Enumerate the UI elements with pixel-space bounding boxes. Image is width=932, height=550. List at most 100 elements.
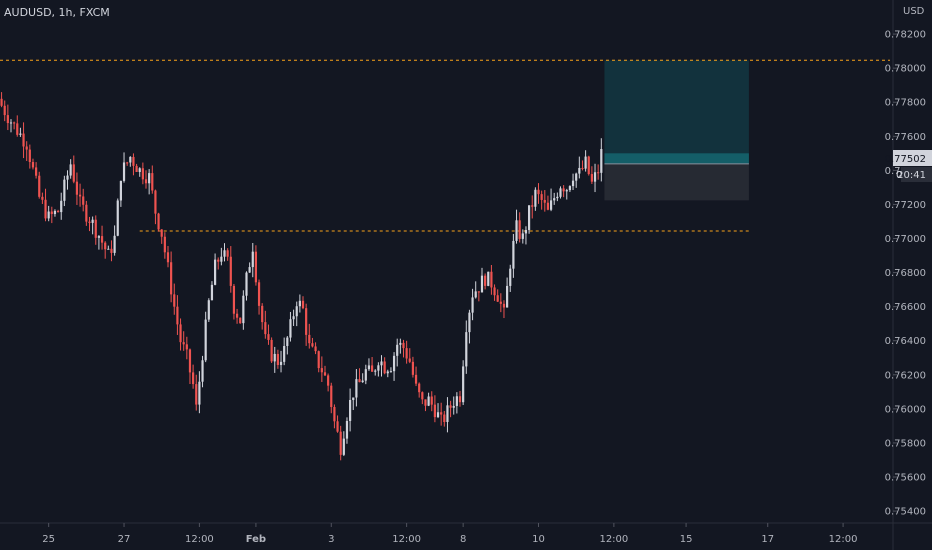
candle — [534, 187, 537, 211]
candle — [430, 391, 433, 412]
candle — [509, 264, 512, 292]
time-tick-label: 27 — [118, 534, 131, 545]
candle — [484, 273, 487, 290]
candle-body — [553, 198, 556, 201]
candle — [173, 283, 176, 315]
candle — [317, 350, 320, 373]
candle-body — [289, 319, 292, 338]
candle — [587, 155, 590, 176]
candle-body — [480, 275, 484, 293]
price-tick-label: 0.76600 — [885, 302, 926, 313]
candle — [104, 241, 107, 259]
candle-body — [66, 175, 69, 180]
candle — [298, 294, 301, 313]
horizontal-levels[interactable] — [0, 59, 890, 232]
candle-body — [452, 405, 455, 408]
candle — [242, 290, 245, 330]
candle-body — [28, 149, 31, 163]
candle-body — [69, 164, 72, 176]
candle-body — [565, 190, 568, 192]
candle-body — [339, 431, 342, 455]
candle — [546, 195, 550, 211]
candle — [421, 391, 424, 405]
candle-body — [562, 188, 565, 192]
price-tick-label: 0.76200 — [885, 370, 926, 381]
currency-label: USD — [903, 6, 925, 17]
candle-body — [342, 438, 345, 455]
candle — [480, 267, 484, 293]
candle-body — [364, 369, 367, 381]
candle — [257, 279, 261, 315]
price-tick-label: 0.75800 — [885, 438, 926, 449]
candle-body — [499, 301, 502, 304]
candle — [584, 150, 587, 172]
candle-body — [440, 412, 443, 415]
candle-body — [220, 256, 223, 262]
candle — [204, 311, 207, 363]
candle — [217, 257, 220, 270]
candle-body — [82, 196, 85, 205]
candle — [56, 209, 60, 213]
candle — [85, 200, 88, 226]
candle — [361, 373, 364, 383]
candle — [578, 156, 581, 179]
candle — [333, 404, 336, 429]
candle-body — [370, 365, 374, 372]
candle — [226, 248, 229, 261]
candle-body — [245, 272, 248, 296]
candle-body — [97, 236, 101, 238]
candle-body — [314, 346, 317, 352]
candle-body — [367, 365, 371, 370]
candle — [571, 173, 575, 190]
candle — [355, 369, 358, 407]
candle — [493, 284, 496, 301]
candle-body — [176, 306, 179, 325]
candle — [3, 100, 6, 122]
candle-body — [91, 219, 94, 223]
candle-body — [179, 324, 182, 343]
candle — [487, 271, 490, 287]
candle-body — [543, 199, 546, 203]
candle-body — [430, 396, 433, 405]
time-tick-label: 15 — [680, 534, 693, 545]
candle — [367, 358, 371, 371]
candle-body — [279, 361, 283, 365]
candle — [44, 188, 47, 222]
candle — [575, 172, 578, 188]
candle-body — [126, 162, 129, 164]
candle — [289, 311, 292, 342]
candle-body — [556, 196, 559, 199]
candle — [411, 356, 415, 378]
candle-body — [587, 156, 590, 175]
candle-body — [60, 200, 63, 213]
candle-body — [405, 348, 408, 359]
candle-body — [490, 271, 493, 288]
candle-body — [100, 236, 104, 243]
candle — [144, 170, 148, 189]
profit-zone[interactable] — [604, 60, 749, 164]
candle-body — [113, 235, 116, 253]
candle-body — [455, 396, 458, 406]
candle-body — [104, 242, 107, 250]
candle — [276, 349, 279, 369]
candle — [408, 348, 411, 364]
candle-body — [166, 252, 170, 263]
candle — [13, 121, 16, 130]
candle-body — [204, 319, 207, 361]
candle — [245, 271, 248, 301]
candle-body — [477, 291, 480, 293]
candle — [345, 417, 349, 444]
position-zones[interactable] — [604, 60, 749, 201]
candle-body — [571, 180, 575, 187]
candle — [568, 185, 572, 193]
symbol-title[interactable]: AUDUSD, 1h, FXCM — [4, 6, 110, 19]
loss-zone[interactable] — [604, 163, 749, 201]
time-axis[interactable]: 25 27 12:00 Feb 3 12:00 8 10 12:00 15 17 12:00 — [42, 523, 858, 545]
candle — [389, 367, 393, 373]
price-axis[interactable]: 0.782000.780000.778000.776000.774000.772… — [885, 30, 926, 518]
candle-body — [402, 342, 405, 349]
candle — [0, 92, 3, 108]
candle-body — [148, 173, 151, 184]
candle-body — [160, 229, 163, 237]
